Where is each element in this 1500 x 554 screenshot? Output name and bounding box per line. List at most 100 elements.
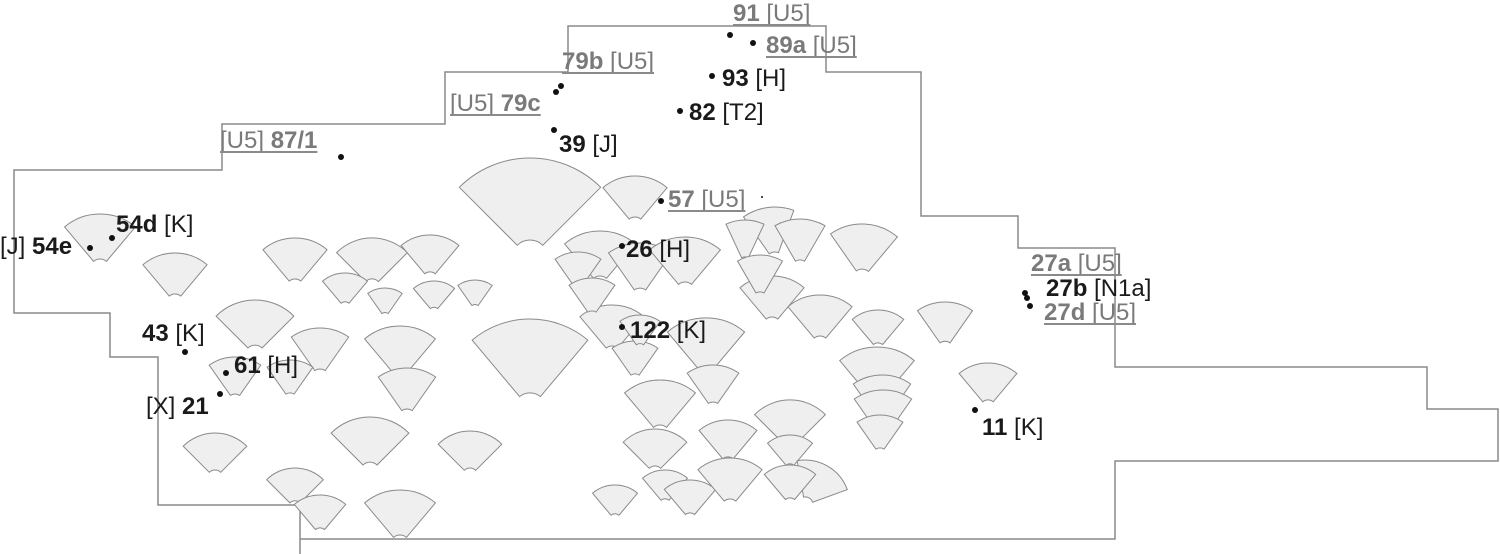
marker-point: [182, 349, 188, 355]
label-61: 61 [H]: [234, 352, 298, 379]
marker-point: [217, 391, 223, 397]
fan-shape: [63, 213, 137, 263]
fan-shape: [829, 223, 899, 273]
marker-point: [972, 407, 978, 413]
fan-shape: [602, 175, 668, 220]
fan-shape: [736, 254, 784, 294]
label-87-1: [U5] 87/1: [220, 127, 317, 154]
fan-shape: [563, 230, 637, 280]
label-code: [H]: [659, 236, 690, 263]
label-number: 21: [182, 393, 209, 420]
label-number: 43: [142, 320, 169, 347]
marker-point: [761, 196, 763, 198]
marker-point: [709, 73, 715, 79]
label-27b: 27b [N1a]: [1046, 275, 1151, 302]
label-code: [U5]: [766, 0, 810, 27]
fan-shape: [293, 494, 347, 531]
fan-shape: [622, 428, 688, 470]
label-26: 26 [H]: [626, 236, 690, 263]
marker-point: [1024, 295, 1030, 301]
marker-point: [658, 198, 664, 204]
label-code: [K]: [677, 317, 706, 344]
label-43: 43 [K]: [142, 320, 205, 347]
label-89a: 89a [U5]: [766, 32, 857, 59]
fan-shape: [958, 362, 1018, 403]
marker-point: [1022, 290, 1028, 296]
fan-shape: [412, 280, 456, 310]
label-code: [N1a]: [1094, 275, 1151, 302]
fan-shape: [457, 279, 493, 307]
fan-shape: [611, 340, 659, 376]
fan-shape: [458, 157, 602, 247]
label-21: [X] 21: [146, 393, 209, 420]
label-number: 57: [668, 186, 695, 213]
label-number: 61: [234, 352, 261, 379]
fan-shape: [623, 379, 697, 429]
label-code: [U5]: [1092, 299, 1136, 326]
label-code: [J]: [592, 131, 617, 158]
marker-point: [619, 243, 625, 249]
label-code: [U5]: [450, 90, 494, 117]
label-number: 26: [626, 236, 653, 263]
fan-shape: [725, 219, 765, 259]
label-code: [U5]: [701, 186, 745, 213]
fan-shape: [471, 318, 589, 398]
fan-shape: [742, 206, 795, 255]
label-11: 11 [K]: [982, 414, 1043, 441]
fan-shape: [648, 236, 722, 286]
fan-shape: [663, 479, 717, 516]
fan-shape: [367, 287, 403, 315]
label-39: 39 [J]: [559, 131, 618, 158]
label-79b: 79b [U5]: [562, 48, 654, 75]
label-number: 93: [722, 65, 749, 92]
marker-point: [553, 89, 559, 95]
fan-shape: [686, 364, 740, 405]
label-57: 57 [U5]: [668, 186, 745, 213]
label-54e: [J] 54e: [0, 233, 72, 260]
fan-shape: [591, 484, 639, 516]
label-number: 79c: [501, 90, 541, 117]
label-code: [K]: [164, 211, 193, 238]
fan-shape: [787, 294, 853, 339]
label-91: 91 [U5]: [733, 0, 810, 27]
label-code: [K]: [175, 320, 204, 347]
label-number: 87/1: [271, 127, 318, 154]
marker-point: [677, 108, 683, 114]
label-code: [X]: [146, 393, 175, 420]
fan-shape: [568, 277, 616, 313]
label-number: 82: [689, 99, 716, 126]
fan-shape: [262, 237, 328, 282]
fan-shape: [290, 327, 350, 372]
fan-shape: [215, 299, 295, 349]
label-number: 122: [630, 317, 670, 344]
fan-shape: [619, 314, 661, 346]
label-code: [H]: [267, 352, 298, 379]
fan-shape: [916, 301, 974, 344]
fan-shape: [330, 416, 410, 466]
marker-point: [558, 83, 564, 89]
label-122: 122 [K]: [630, 317, 706, 344]
fan-shape: [697, 457, 763, 502]
label-code: [U5]: [220, 127, 264, 154]
fan-shapes-layer: [63, 157, 1018, 539]
label-79c: [U5] 79c: [450, 90, 541, 117]
label-27d: 27d [U5]: [1044, 299, 1136, 326]
label-number: 79b: [562, 48, 603, 75]
label-number: 27b: [1046, 275, 1087, 302]
label-number: 27d: [1044, 299, 1085, 326]
fan-shape: [363, 489, 437, 539]
label-82: 82 [T2]: [689, 99, 764, 126]
fan-shape: [766, 434, 814, 466]
fan-shape: [335, 237, 409, 283]
label-number: 54d: [116, 211, 157, 238]
fan-shape: [142, 252, 208, 297]
marker-point: [87, 245, 93, 251]
label-27a: 27a [U5]: [1031, 250, 1122, 277]
fan-shape: [851, 309, 905, 346]
label-number: 11: [982, 414, 1007, 441]
marker-point: [619, 324, 625, 330]
site-boundary-outline: [13, 25, 1499, 554]
fan-shape: [265, 467, 325, 504]
label-code: [U5]: [610, 48, 654, 75]
label-number: 91: [733, 0, 760, 27]
